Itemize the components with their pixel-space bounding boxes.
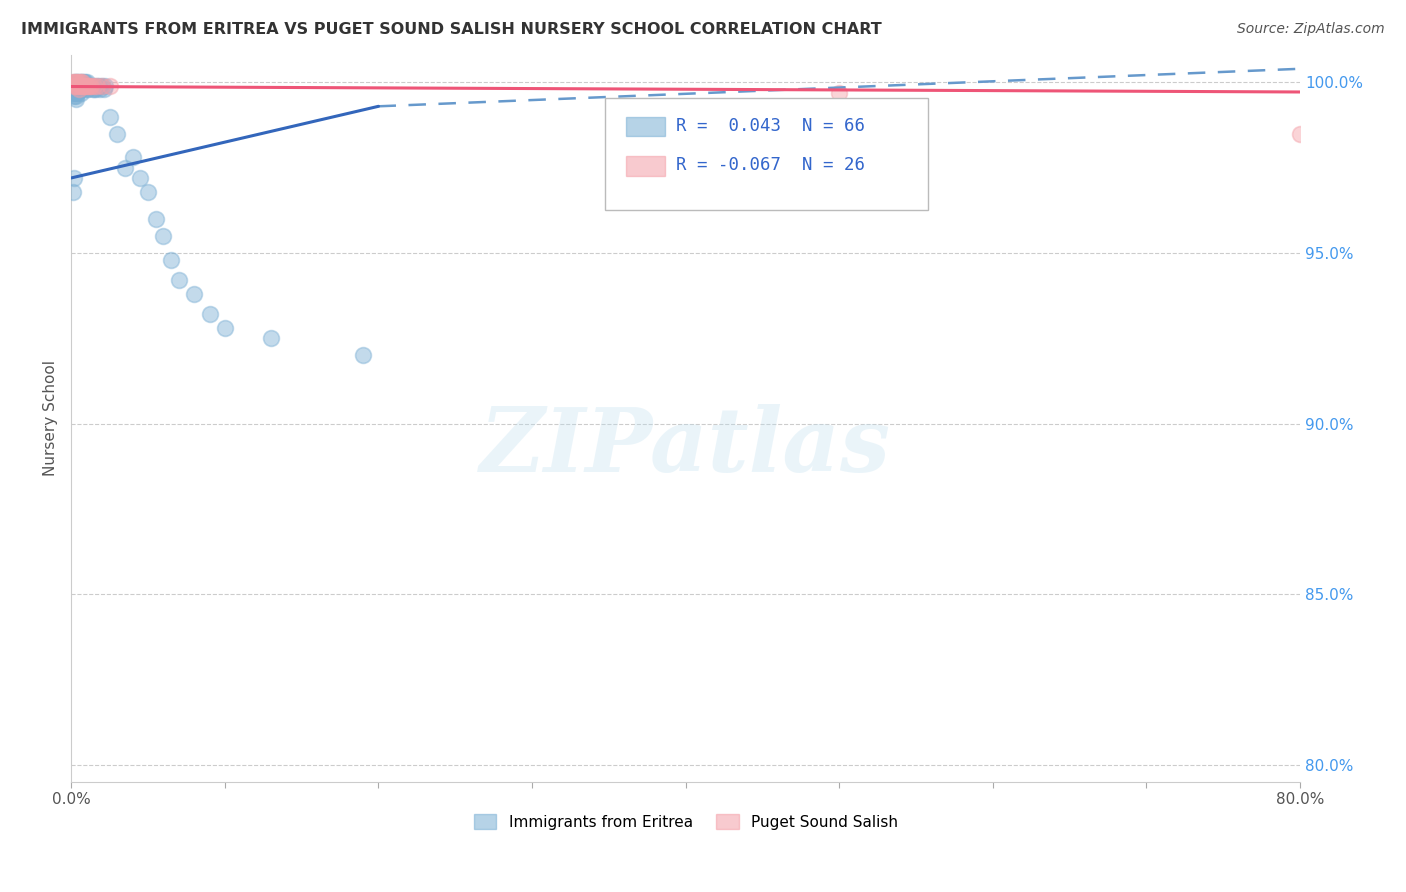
Point [66, 82, 89, 96]
Point [1289, 127, 1312, 141]
Point [67, 75, 90, 89]
Point [352, 348, 374, 362]
Point [77, 82, 100, 96]
Point [77, 78, 100, 93]
Point [75, 75, 97, 89]
Point [65, 78, 87, 93]
Point [91, 78, 114, 93]
Point [84, 82, 107, 96]
Point [260, 331, 283, 345]
Point [167, 273, 190, 287]
Point [65, 78, 87, 93]
Point [69, 82, 91, 96]
Point [69, 86, 91, 100]
Point [77, 78, 100, 93]
Point [67, 82, 90, 96]
Point [114, 161, 136, 175]
Point [136, 185, 159, 199]
Point [70, 78, 93, 93]
Point [105, 127, 128, 141]
Point [63, 75, 86, 89]
Point [93, 82, 115, 96]
Point [198, 307, 221, 321]
Point [72, 75, 94, 89]
Point [80, 78, 103, 93]
Point [83, 78, 105, 93]
Point [79, 78, 101, 93]
Point [62, 185, 84, 199]
Point [86, 78, 108, 93]
Point [98, 78, 121, 93]
Point [66, 75, 89, 89]
Point [63, 86, 86, 100]
Point [76, 75, 98, 89]
Point [62, 75, 84, 89]
Point [69, 75, 91, 89]
Point [86, 78, 108, 93]
Point [63, 75, 86, 89]
Point [75, 78, 97, 93]
Point [72, 78, 94, 93]
Point [87, 78, 110, 93]
Point [66, 86, 89, 100]
Point [70, 75, 93, 89]
Text: R =  0.043  N = 66: R = 0.043 N = 66 [676, 117, 865, 135]
Point [65, 86, 87, 100]
Point [145, 211, 167, 226]
Point [129, 170, 152, 185]
Text: ZIPatlas: ZIPatlas [481, 404, 891, 491]
Point [89, 82, 111, 96]
Point [66, 78, 89, 93]
Point [69, 75, 91, 89]
Point [94, 78, 117, 93]
Point [65, 75, 87, 89]
Point [76, 82, 98, 96]
Point [62, 78, 84, 93]
Point [62, 86, 84, 100]
Point [160, 252, 183, 267]
Text: Source: ZipAtlas.com: Source: ZipAtlas.com [1237, 22, 1385, 37]
Point [67, 75, 90, 89]
Point [152, 228, 174, 243]
Point [67, 82, 90, 96]
Point [183, 286, 205, 301]
Point [214, 321, 236, 335]
Point [62, 82, 84, 96]
Point [70, 78, 93, 93]
Point [91, 78, 114, 93]
Point [63, 89, 86, 103]
Point [66, 78, 89, 93]
Text: IMMIGRANTS FROM ERITREA VS PUGET SOUND SALISH NURSERY SCHOOL CORRELATION CHART: IMMIGRANTS FROM ERITREA VS PUGET SOUND S… [21, 22, 882, 37]
Point [65, 82, 87, 96]
Point [76, 78, 98, 93]
Point [65, 75, 87, 89]
Point [63, 78, 86, 93]
Point [65, 93, 87, 107]
Point [69, 78, 91, 93]
Text: R = -0.067  N = 26: R = -0.067 N = 26 [676, 156, 865, 174]
Point [828, 86, 851, 100]
Point [66, 75, 89, 89]
Point [80, 78, 103, 93]
Point [70, 82, 93, 96]
Point [83, 82, 105, 96]
Point [67, 78, 90, 93]
Point [76, 78, 98, 93]
Point [65, 89, 87, 103]
Point [63, 82, 86, 96]
Point [83, 78, 105, 93]
Point [79, 78, 101, 93]
Point [69, 78, 91, 93]
Point [75, 78, 97, 93]
Point [70, 75, 93, 89]
Point [63, 170, 86, 185]
Point [121, 151, 143, 165]
Legend: Immigrants from Eritrea, Puget Sound Salish: Immigrants from Eritrea, Puget Sound Sal… [467, 807, 904, 836]
Point [63, 78, 86, 93]
Point [72, 78, 94, 93]
Point [82, 82, 104, 96]
Point [67, 78, 90, 93]
Y-axis label: Nursery School: Nursery School [44, 360, 58, 476]
Point [98, 110, 121, 124]
